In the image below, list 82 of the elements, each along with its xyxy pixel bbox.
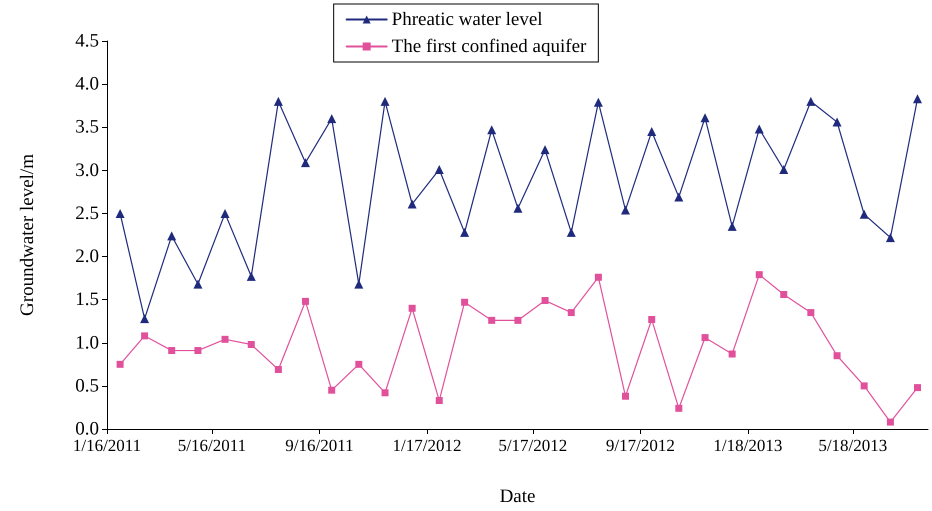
point <box>594 274 602 281</box>
point <box>302 298 309 305</box>
point <box>140 314 150 324</box>
point <box>648 316 656 323</box>
point <box>860 382 868 390</box>
point <box>487 125 496 134</box>
point <box>886 418 894 426</box>
point <box>568 309 575 316</box>
point <box>566 228 576 237</box>
y-tick-label: 2.5 <box>75 202 99 224</box>
y-tick-label: 1.5 <box>75 289 99 310</box>
point <box>220 208 230 218</box>
point <box>514 316 522 324</box>
y-axis-title: Groundwater level/m <box>17 154 38 316</box>
x-axis-title: Date <box>500 486 536 507</box>
point <box>860 210 869 219</box>
y-tick-label: 0.5 <box>75 375 99 396</box>
x-tick-label: 5/17/2012 <box>498 436 568 455</box>
point <box>674 192 684 202</box>
point <box>408 199 417 208</box>
point <box>354 280 364 289</box>
point <box>434 164 444 174</box>
point <box>274 96 283 106</box>
point <box>488 316 496 324</box>
point <box>116 208 125 218</box>
point <box>728 222 737 231</box>
point <box>886 233 895 242</box>
point <box>461 298 468 306</box>
point <box>779 164 788 174</box>
point <box>436 397 443 404</box>
point <box>647 127 656 136</box>
point <box>327 114 336 124</box>
point <box>702 334 709 342</box>
point <box>513 204 522 213</box>
point <box>832 118 842 127</box>
y-tick-label: 4.0 <box>75 74 99 95</box>
point <box>380 96 390 106</box>
x-tick-label: 5/16/2011 <box>178 436 246 455</box>
point <box>542 297 549 304</box>
point <box>675 404 682 412</box>
point <box>728 350 736 358</box>
point <box>806 96 816 106</box>
point <box>834 352 841 360</box>
point <box>807 309 814 316</box>
point <box>756 271 763 278</box>
point <box>274 366 282 374</box>
point <box>246 272 256 281</box>
point <box>540 145 550 154</box>
point <box>116 360 124 368</box>
point <box>620 205 630 214</box>
point <box>754 124 764 134</box>
point <box>460 228 470 237</box>
y-tick-label: 3.0 <box>75 160 99 181</box>
point <box>168 347 176 354</box>
point <box>194 347 202 354</box>
x-tick-label: 1/18/2013 <box>713 436 782 455</box>
x-tick-label: 9/17/2012 <box>606 436 675 455</box>
x-tick-label: 5/18/2013 <box>818 436 888 455</box>
point <box>594 98 603 107</box>
y-tick-label: 1.0 <box>75 332 99 354</box>
point <box>913 94 922 104</box>
point <box>382 389 389 396</box>
point <box>328 386 336 394</box>
legend-label: Phreatic water level <box>392 9 543 30</box>
y-tick-label: 2.0 <box>75 246 99 268</box>
point <box>408 304 416 312</box>
point <box>193 280 202 289</box>
x-tick-label: 9/16/2011 <box>285 436 354 455</box>
point <box>355 360 362 368</box>
point <box>222 336 229 343</box>
y-tick-label: 3.5 <box>75 116 99 138</box>
point <box>167 231 176 240</box>
point <box>141 332 148 340</box>
point <box>780 290 788 298</box>
point <box>622 392 629 400</box>
point <box>248 341 255 348</box>
point <box>914 384 922 392</box>
legend-label: The first confined aquifer <box>392 36 588 57</box>
x-tick-label: 1/17/2012 <box>392 436 462 455</box>
point <box>300 158 310 168</box>
point <box>700 113 710 122</box>
y-tick-label: 4.5 <box>75 30 99 52</box>
